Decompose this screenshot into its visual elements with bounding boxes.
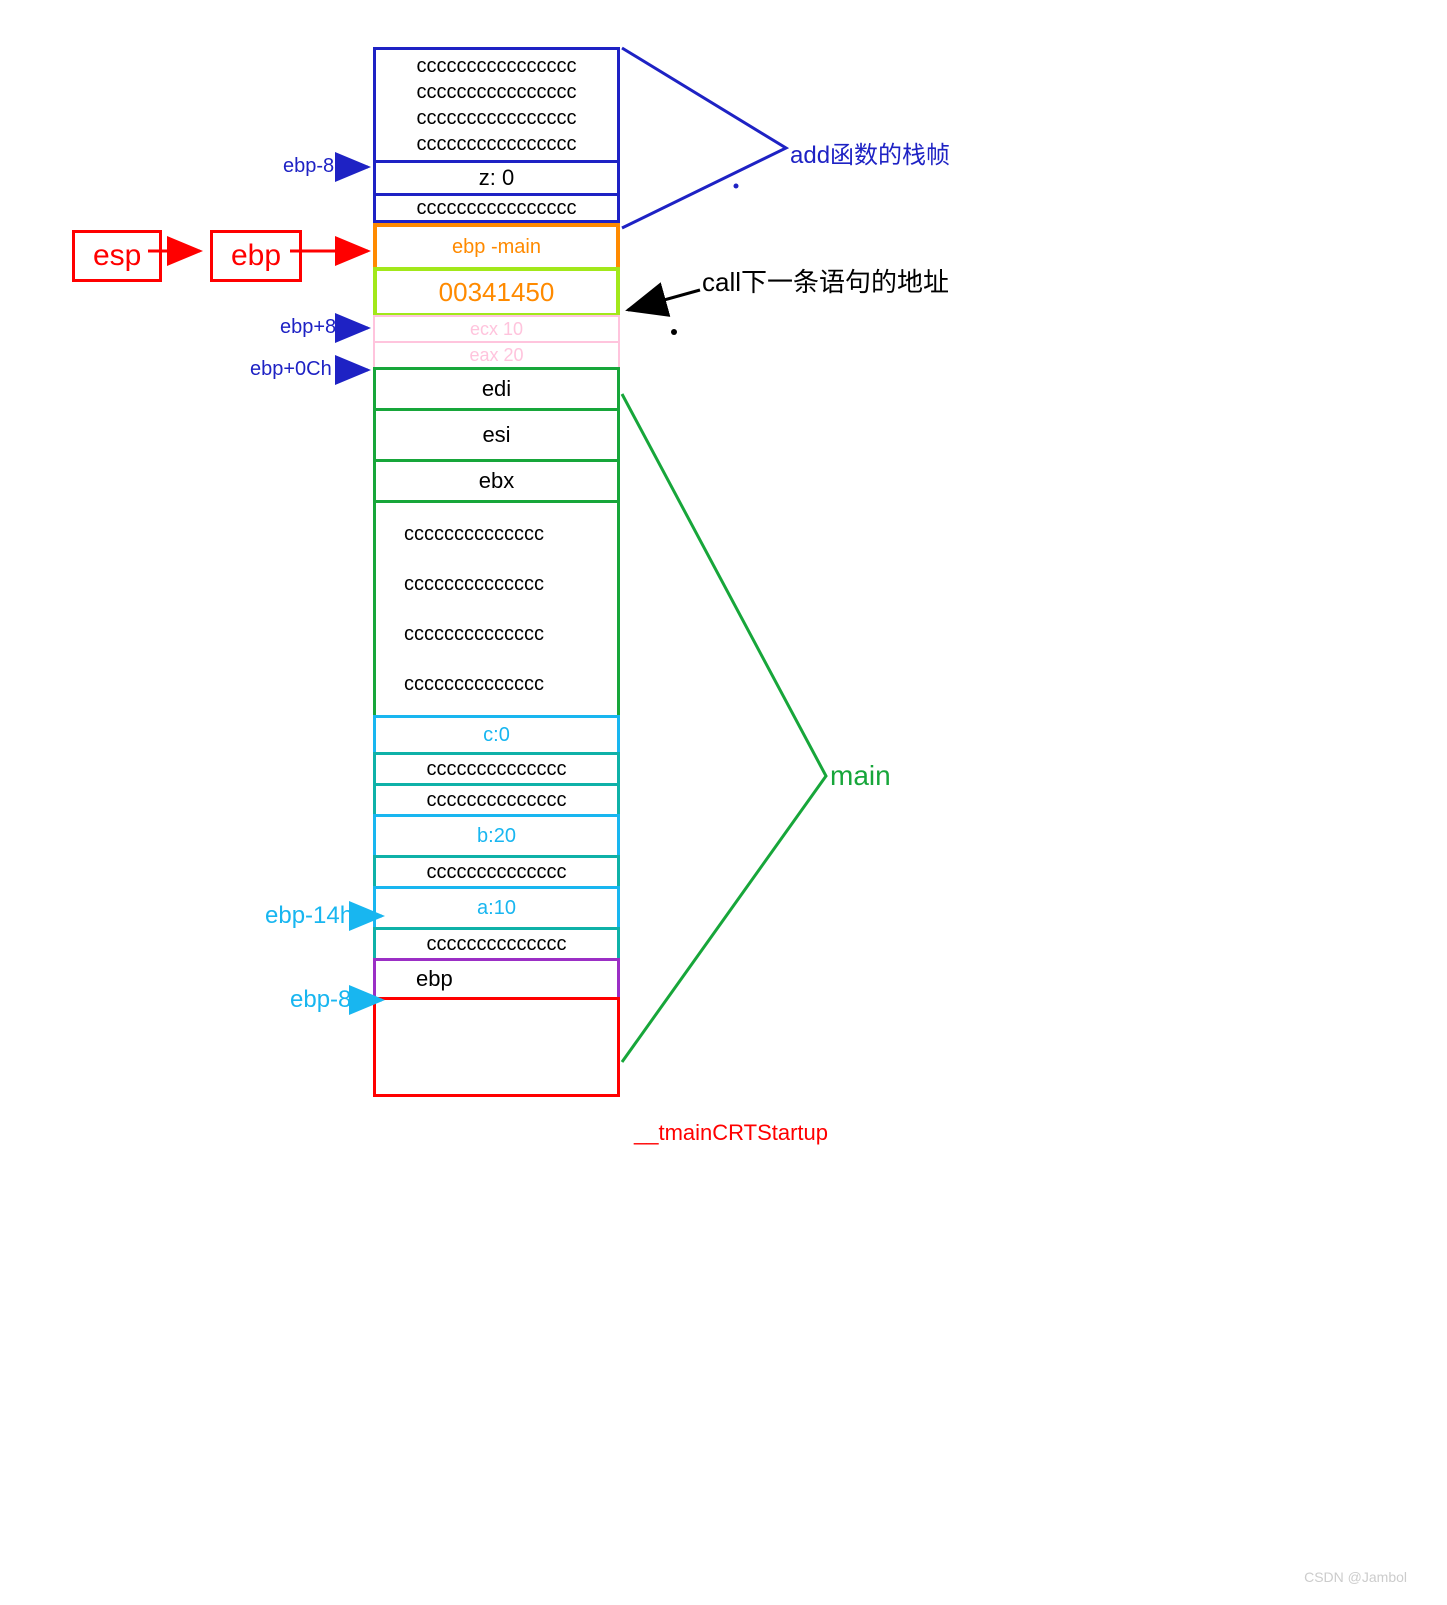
cell-main-padding: cccccccccccccc cccccccccccccc cccccccccc… xyxy=(373,500,620,718)
cell-esi: esi xyxy=(373,408,620,462)
cell-add-padding: cccccccccccccccc cccccccccccccccc cccccc… xyxy=(373,47,620,163)
ebp-register-box: ebp xyxy=(210,230,302,282)
cell-pad-c2: cccccccccccccc xyxy=(373,783,620,817)
cell-pad-b: cccccccccccccc xyxy=(373,855,620,889)
cell-c: c:0 xyxy=(373,715,620,755)
cell-a: a:10 xyxy=(373,886,620,930)
cell-ebp: ebp xyxy=(373,958,620,1000)
cell-ecx: ecx 10 xyxy=(373,315,620,343)
cell-add-padding2: cccccccccccccccc xyxy=(373,193,620,223)
cell-ebx: ebx xyxy=(373,459,620,503)
label-ebp-minus-14h: ebp-14h xyxy=(265,902,353,930)
label-add-frame: add函数的栈帧 xyxy=(790,135,950,170)
esp-register-box: esp xyxy=(72,230,162,282)
cell-tmain xyxy=(373,997,620,1097)
label-call-addr: call下一条语句的地址 xyxy=(702,262,949,299)
cell-ebp-main: ebp -main xyxy=(373,223,620,271)
cell-z: z: 0 xyxy=(373,160,620,196)
label-ebp-plus-8: ebp+8 xyxy=(280,316,336,339)
watermark: CSDN @Jambol xyxy=(1304,1569,1407,1585)
label-main: main xyxy=(830,760,891,792)
cell-eax: eax 20 xyxy=(373,341,620,369)
label-ebp-minus-8-top: ebp-8 xyxy=(283,155,334,178)
cell-pad-c1: cccccccccccccc xyxy=(373,752,620,786)
label-tmain: __tmainCRTStartup xyxy=(634,1120,828,1146)
label-ebp-plus-0ch: ebp+0Ch xyxy=(250,358,332,381)
stack-column: cccccccccccccccc cccccccccccccccc cccccc… xyxy=(373,47,620,1097)
cell-pad-a: cccccccccccccc xyxy=(373,927,620,961)
cell-b: b:20 xyxy=(373,814,620,858)
label-ebp-minus-8-bot: ebp-8 xyxy=(290,986,351,1014)
cell-edi: edi xyxy=(373,367,620,411)
cell-return-addr: 00341450 xyxy=(373,267,620,317)
